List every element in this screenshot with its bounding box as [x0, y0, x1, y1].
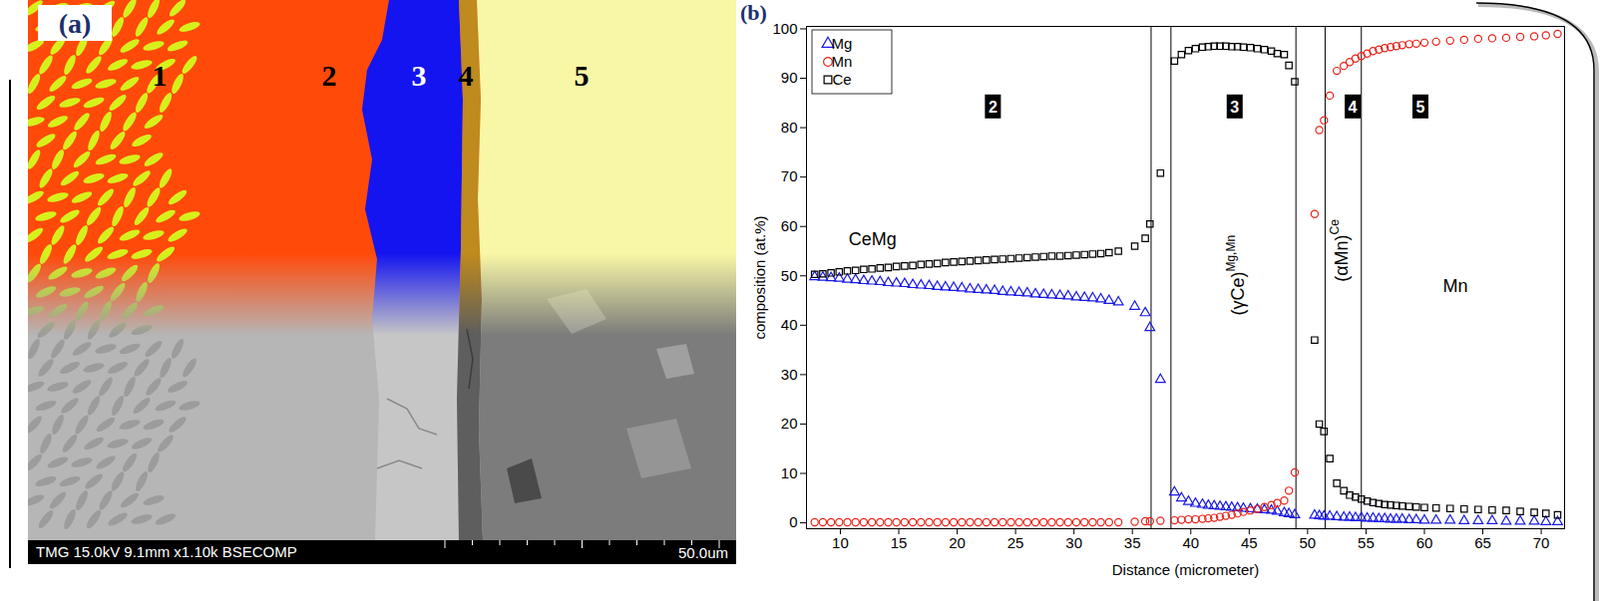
svg-text:3: 3: [1229, 98, 1239, 116]
svg-text:20: 20: [781, 414, 799, 432]
svg-text:15: 15: [890, 534, 908, 552]
svg-text:4: 4: [1348, 98, 1358, 116]
svg-text:3: 3: [411, 58, 427, 92]
svg-text:35: 35: [1124, 534, 1142, 552]
svg-text:60: 60: [1416, 534, 1434, 552]
svg-text:4: 4: [458, 58, 474, 92]
svg-text:(αMn)Ce: (αMn)Ce: [1327, 219, 1352, 283]
svg-text:composition (at.%): composition (at.%): [751, 215, 769, 340]
svg-text:(a): (a): [58, 7, 92, 39]
svg-text:Ce: Ce: [831, 70, 851, 88]
svg-text:2: 2: [988, 98, 998, 116]
svg-text:(b): (b): [740, 0, 768, 25]
svg-text:70: 70: [1533, 534, 1551, 552]
svg-text:TMG 15.0kV 9.1mm x1.10k BSECOM: TMG 15.0kV 9.1mm x1.10k BSECOMP: [35, 543, 298, 561]
svg-text:50: 50: [1299, 534, 1317, 552]
svg-text:0: 0: [789, 513, 798, 531]
svg-text:1: 1: [152, 58, 168, 92]
svg-text:2: 2: [322, 58, 338, 92]
svg-text:40: 40: [1182, 534, 1200, 552]
svg-text:25: 25: [1007, 534, 1025, 552]
svg-text:20: 20: [948, 534, 966, 552]
svg-text:5: 5: [574, 58, 590, 92]
svg-text:Mg: Mg: [831, 34, 853, 52]
svg-text:50: 50: [781, 267, 799, 285]
svg-text:60: 60: [781, 217, 799, 235]
svg-text:55: 55: [1357, 534, 1375, 552]
svg-text:70: 70: [781, 167, 799, 185]
svg-text:30: 30: [781, 366, 799, 384]
svg-text:Distance (micrometer): Distance (micrometer): [1112, 561, 1260, 579]
svg-text:Mn: Mn: [1443, 276, 1469, 297]
svg-text:Mn: Mn: [831, 52, 853, 70]
svg-text:45: 45: [1240, 534, 1258, 552]
svg-text:65: 65: [1474, 534, 1492, 552]
svg-text:10: 10: [831, 534, 849, 552]
svg-text:40: 40: [781, 316, 799, 334]
svg-text:5: 5: [1416, 98, 1426, 116]
svg-text:30: 30: [1065, 534, 1083, 552]
svg-text:CeMg: CeMg: [848, 229, 897, 250]
svg-text:(γCe)Mg,Mn: (γCe)Mg,Mn: [1224, 235, 1249, 317]
svg-text:10: 10: [781, 464, 799, 482]
svg-text:80: 80: [781, 118, 799, 136]
svg-text:90: 90: [781, 68, 799, 86]
svg-text:100: 100: [772, 19, 798, 37]
svg-text:50.0um: 50.0um: [678, 544, 729, 562]
